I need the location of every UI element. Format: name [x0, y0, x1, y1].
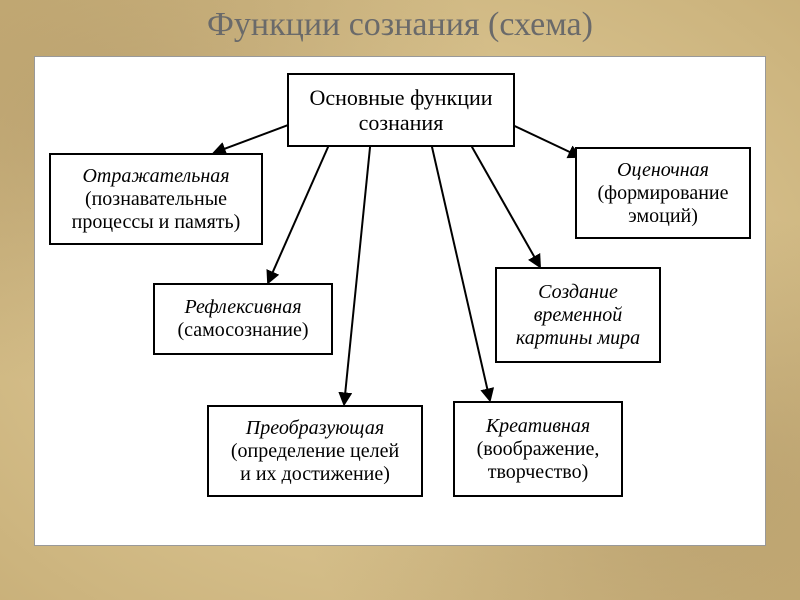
edge-arrow — [215, 123, 295, 153]
node-text-line: временной — [534, 304, 623, 327]
node-reflective: Отражательная(познавательныепроцессы и п… — [49, 153, 263, 245]
node-text-line: Рефлексивная — [184, 296, 301, 319]
node-text-line: процессы и память) — [72, 211, 241, 234]
node-text-line: Креативная — [486, 415, 590, 438]
node-text-line: картины мира — [516, 327, 640, 350]
node-text-line: (познавательные — [85, 188, 227, 211]
node-transforming: Преобразующая(определение целейи их дост… — [207, 405, 423, 497]
diagram-panel: Основные функциисознания Отражательная(п… — [34, 56, 766, 546]
edge-arrow — [268, 147, 328, 282]
node-text-line: (самосознание) — [177, 319, 308, 342]
node-text-line: сознания — [359, 110, 444, 135]
node-text-line: Преобразующая — [246, 417, 384, 440]
node-text-line: (воображение, — [477, 438, 600, 461]
node-text-line: эмоций) — [628, 205, 698, 228]
edge-arrow — [472, 147, 540, 267]
node-text-line: творчество) — [488, 461, 589, 484]
node-text-line: Отражательная — [82, 165, 229, 188]
node-reflexive: Рефлексивная(самосознание) — [153, 283, 333, 355]
node-text-line: (формирование — [597, 182, 728, 205]
node-temporal-picture: Созданиевременнойкартины мира — [495, 267, 661, 363]
node-evaluative: Оценочная(формированиеэмоций) — [575, 147, 751, 239]
root-node: Основные функциисознания — [287, 73, 515, 147]
edge-arrow — [432, 147, 490, 400]
edge-arrow — [508, 123, 580, 157]
node-text-line: Основные функции — [309, 85, 492, 110]
node-creative: Креативная(воображение,творчество) — [453, 401, 623, 497]
node-text-line: и их достижение) — [240, 463, 390, 486]
page-title: Функции сознания (схема) — [0, 6, 800, 44]
edge-arrow — [344, 147, 370, 404]
node-text-line: Оценочная — [617, 159, 709, 182]
node-text-line: (определение целей — [231, 440, 399, 463]
node-text-line: Создание — [538, 281, 618, 304]
